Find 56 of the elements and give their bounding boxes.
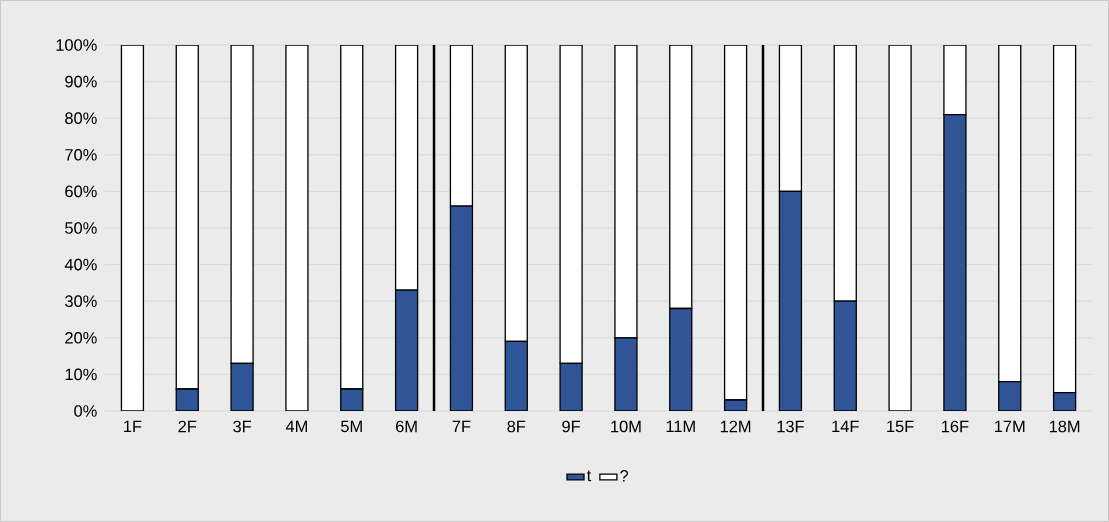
bar xyxy=(504,44,528,343)
legend-label: t xyxy=(586,470,592,482)
y-tick-label: 70% xyxy=(65,148,97,161)
x-tick-label: 3F xyxy=(233,420,252,433)
x-tick-label: 14F xyxy=(832,420,859,432)
x-tick-label: 10M xyxy=(611,420,641,433)
bar xyxy=(285,44,309,411)
x-tick-label: 6M xyxy=(396,420,417,433)
x-tick-label: 15F xyxy=(887,420,914,433)
x-tick-label: 13F xyxy=(777,420,804,433)
legend-label: ? xyxy=(620,470,629,482)
x-tick-label: 7F xyxy=(452,420,471,432)
y-tick-label: 50% xyxy=(65,222,97,234)
y-tick-label: 30% xyxy=(65,295,97,307)
x-tick-label: 11M xyxy=(666,420,695,432)
bar xyxy=(888,44,912,411)
x-tick-label: 5M xyxy=(341,420,362,433)
bar xyxy=(120,44,145,411)
x-tick-label: 16F xyxy=(942,420,969,433)
y-tick-label: 100% xyxy=(56,39,97,51)
bar xyxy=(778,190,803,411)
bar xyxy=(669,44,693,310)
bar xyxy=(669,307,693,411)
x-tick-label: 2F xyxy=(178,420,197,433)
bar xyxy=(230,44,254,365)
bar xyxy=(449,44,474,207)
bar xyxy=(504,340,528,411)
bar xyxy=(394,289,419,411)
bar xyxy=(998,44,1022,383)
x-tick-label: 1F xyxy=(124,420,142,432)
y-tick-label: 10% xyxy=(65,368,97,381)
bar xyxy=(723,44,748,401)
x-tick-label: 4M xyxy=(285,420,307,432)
x-tick-label: 9F xyxy=(562,420,581,433)
x-tick-label: 17M xyxy=(995,420,1025,432)
bar xyxy=(1052,44,1077,394)
bar xyxy=(614,44,638,339)
bar xyxy=(778,44,803,193)
y-tick-label: 90% xyxy=(65,75,97,88)
bar xyxy=(340,44,364,390)
bar xyxy=(559,44,583,365)
y-tick-label: 60% xyxy=(65,185,97,198)
bar xyxy=(998,381,1022,411)
bar xyxy=(394,44,419,291)
y-tick-label: 0% xyxy=(74,405,97,417)
bar xyxy=(449,205,474,411)
bar xyxy=(175,44,199,390)
x-tick-label: 18M xyxy=(1049,420,1080,433)
y-tick-label: 40% xyxy=(64,258,97,271)
bar xyxy=(943,113,967,411)
x-tick-label: 8F xyxy=(507,420,526,433)
bar xyxy=(833,300,857,411)
x-tick-label: 12M xyxy=(720,420,751,433)
y-tick-label: 20% xyxy=(65,331,97,344)
bar xyxy=(833,44,857,302)
y-tick-label: 80% xyxy=(65,112,97,124)
